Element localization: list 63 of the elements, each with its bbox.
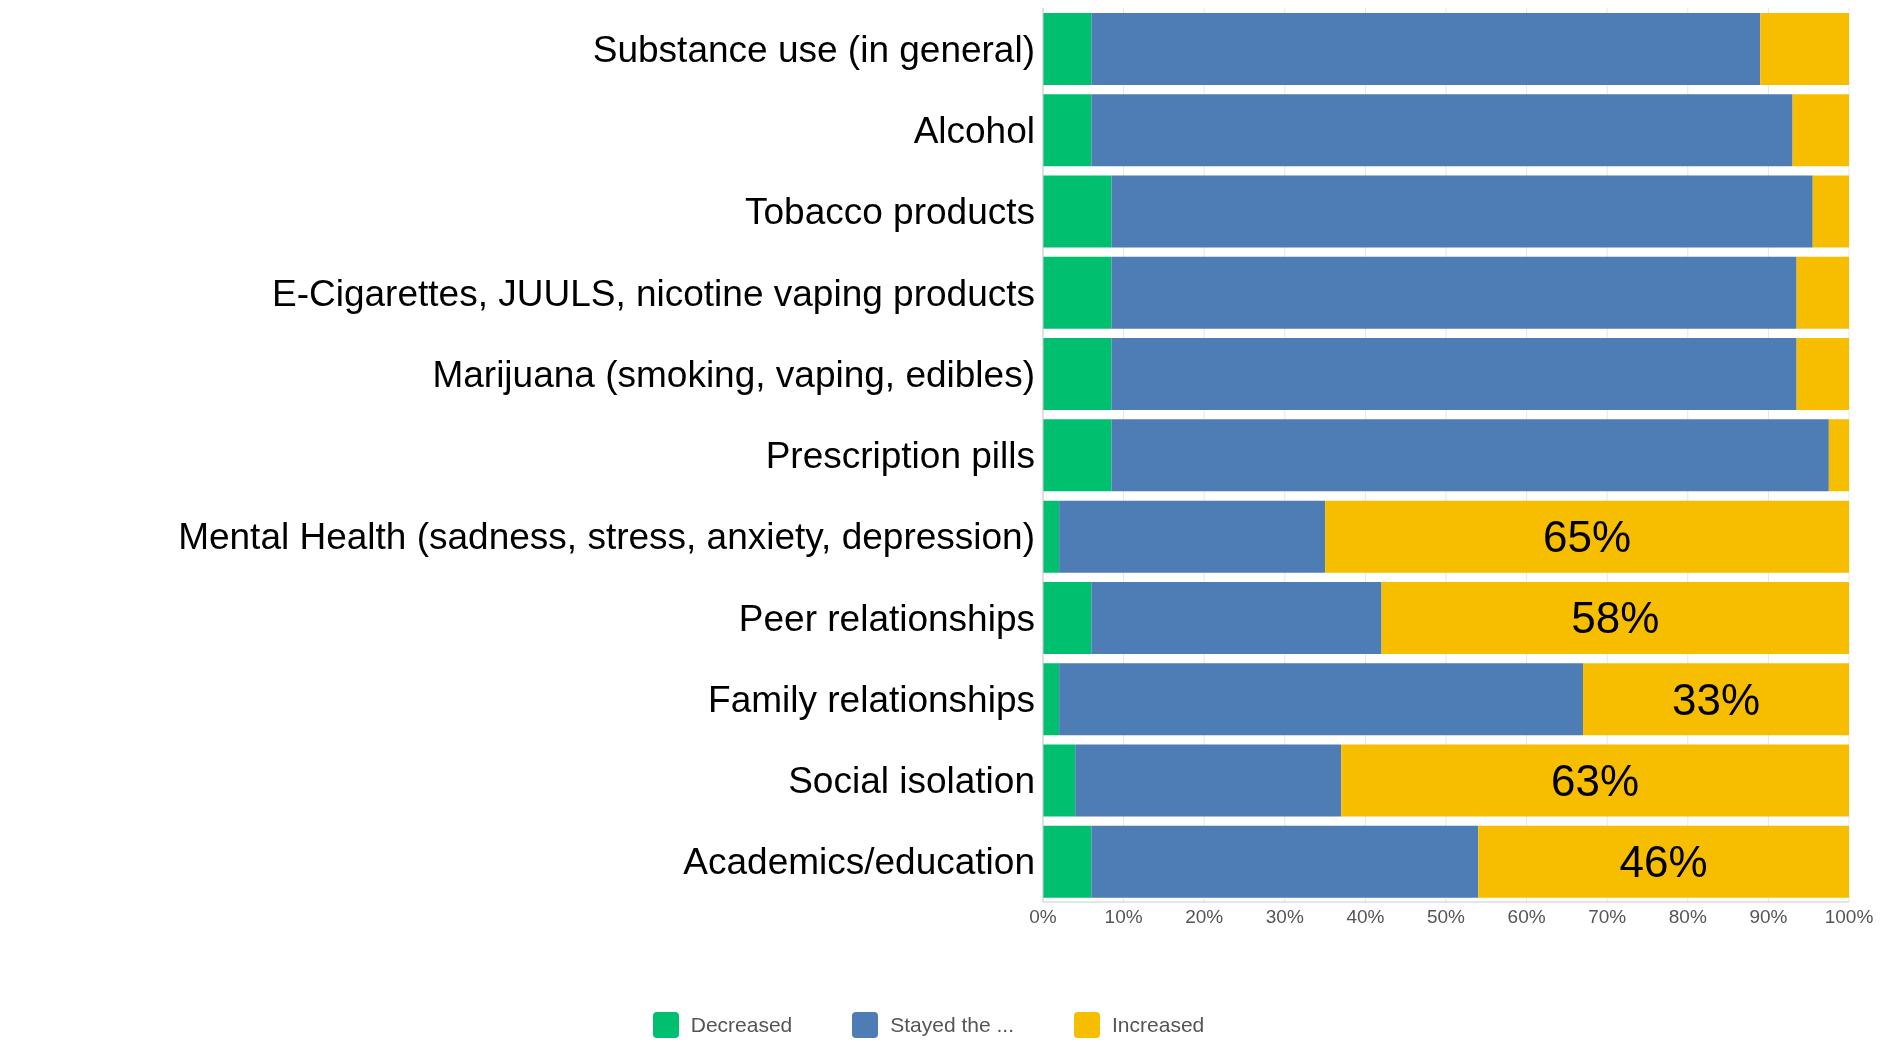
y-tick-label: E-Cigarettes, JUULS, nicotine vaping products [272, 272, 1035, 314]
bar [1043, 500, 1060, 573]
y-tick-label: Family relationships [708, 678, 1035, 720]
y-tick-label: Substance use (in general) [592, 28, 1035, 70]
bar [1583, 663, 1849, 736]
x-tick-label: 60% [1507, 906, 1546, 928]
bar [1792, 94, 1849, 167]
x-tick-label: 10% [1104, 906, 1143, 928]
data-label: 63% [1551, 755, 1640, 805]
x-tick-label: 80% [1668, 906, 1707, 928]
bar [1043, 663, 1060, 736]
x-tick-label: 70% [1588, 906, 1627, 928]
bar [1075, 744, 1342, 817]
bar [1043, 256, 1112, 329]
bar [1091, 13, 1761, 85]
bar [1111, 419, 1829, 492]
x-tick-label: 0% [1029, 906, 1057, 928]
y-tick-label: Peer relationships [738, 597, 1035, 639]
legend-label: Stayed the ... [889, 1012, 1015, 1038]
bar [1043, 581, 1092, 654]
bar [1059, 500, 1326, 573]
x-tick-label: 20% [1185, 906, 1224, 928]
x-tick-label: 90% [1749, 906, 1788, 928]
bar [1043, 825, 1092, 898]
bar [1059, 663, 1584, 736]
bar [1796, 338, 1849, 411]
y-tick-label: Social isolation [788, 760, 1035, 802]
bar [1043, 13, 1092, 85]
bar [1043, 175, 1112, 248]
legend-label: Decreased [689, 1012, 793, 1038]
y-tick-label: Tobacco products [744, 191, 1035, 233]
data-label: 58% [1571, 593, 1660, 643]
legend-label: Increased [1111, 1012, 1205, 1038]
data-label: 33% [1671, 674, 1761, 724]
x-tick-label: 100% [1824, 906, 1874, 928]
bar [1478, 825, 1849, 898]
bar [1828, 419, 1849, 492]
y-tick-label: Prescription pills [765, 435, 1035, 477]
data-label: 46% [1619, 837, 1708, 887]
bar [1111, 175, 1813, 248]
bar [1043, 419, 1112, 492]
y-tick-label: Alcohol [913, 110, 1035, 152]
bar [1111, 338, 1797, 411]
bar [1325, 500, 1849, 573]
x-tick-label: 50% [1426, 906, 1466, 928]
bar [1043, 338, 1112, 411]
bar [1091, 825, 1479, 898]
bar [1341, 744, 1849, 817]
bar [1091, 94, 1793, 167]
bar [1043, 744, 1076, 817]
bar [1812, 175, 1849, 248]
x-tick-label: 40% [1346, 906, 1385, 928]
y-tick-label: Academics/education [683, 841, 1035, 883]
bar [1760, 13, 1849, 85]
bar [1796, 256, 1849, 329]
bar [1381, 581, 1849, 654]
y-tick-label: Marijuana (smoking, vaping, edibles) [432, 353, 1035, 395]
bar [1091, 581, 1382, 654]
x-tick-label: 30% [1265, 906, 1304, 928]
y-tick-label: Mental Health (sadness, stress, anxiety, depression) [178, 516, 1035, 558]
bar [1111, 256, 1797, 329]
bar [1043, 94, 1092, 167]
data-label: 65% [1543, 512, 1632, 562]
